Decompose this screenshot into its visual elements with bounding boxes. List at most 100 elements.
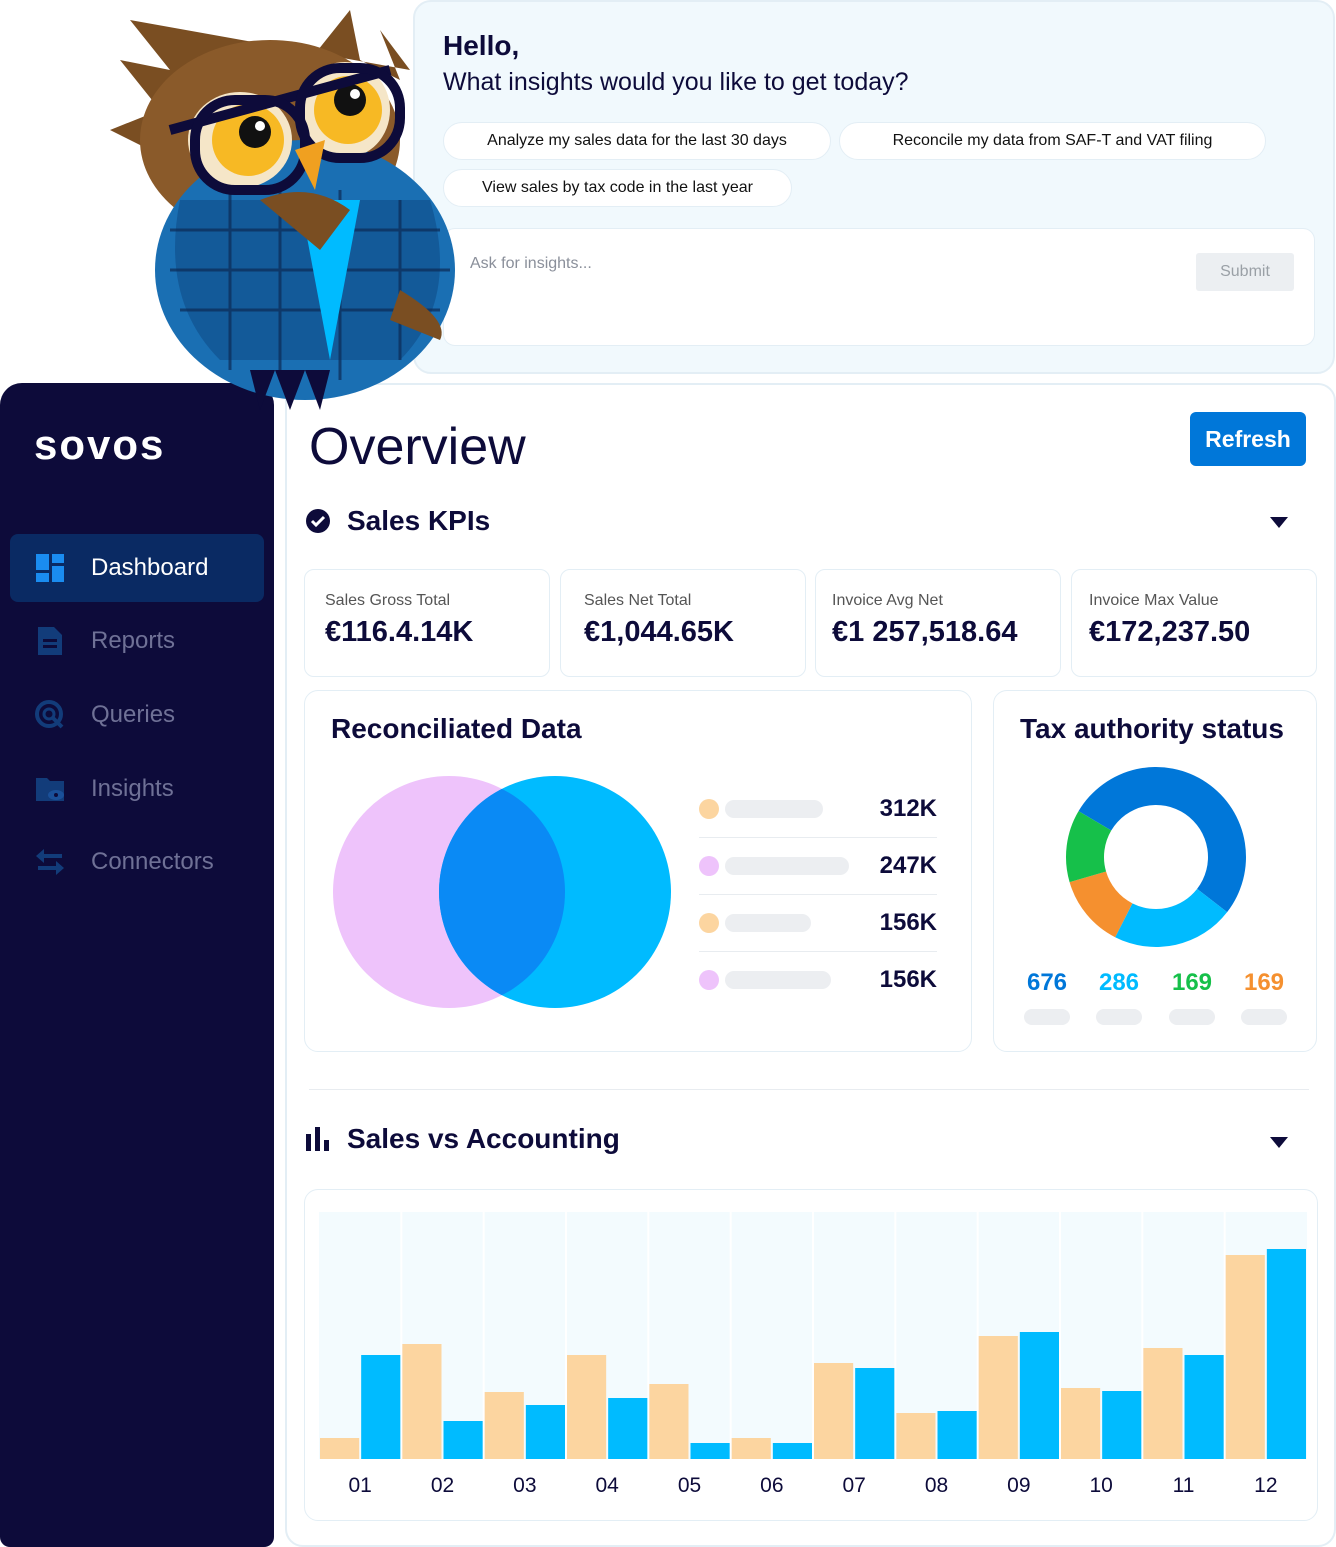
- bar-sales: [402, 1344, 442, 1459]
- kpi-value: €116.4.14K: [325, 616, 474, 648]
- insights-chat-panel: Hello, What insights would you like to g…: [413, 0, 1335, 374]
- check-circle-icon: [306, 509, 330, 533]
- tax-authority-status-card: Tax authority status 676 286 169 169: [993, 690, 1317, 1052]
- card-title: Reconciliated Data: [331, 713, 582, 744]
- bar-accounting: [608, 1398, 648, 1459]
- x-tick-label: 03: [513, 1474, 536, 1497]
- sidebar: sovos Dashboard Reports Queries Insights…: [0, 383, 274, 1547]
- status-count: 169: [1243, 969, 1285, 996]
- kpi-value: €172,237.50: [1089, 616, 1251, 648]
- status-label-placeholder: [1169, 1009, 1215, 1025]
- legend-item: 156K: [699, 894, 937, 951]
- page-title: Overview: [309, 418, 526, 476]
- x-tick-label: 08: [925, 1474, 948, 1497]
- legend-item: 247K: [699, 837, 937, 894]
- donut-slice: [1066, 811, 1112, 883]
- donut-slice: [1069, 871, 1133, 938]
- sidebar-item-queries[interactable]: Queries: [10, 681, 264, 749]
- kpi-label: Invoice Max Value: [1089, 592, 1219, 609]
- legend-dot: [699, 912, 719, 933]
- sidebar-item-insights[interactable]: Insights: [10, 755, 264, 823]
- legend-bar: [725, 856, 849, 875]
- status-label-placeholder: [1096, 1009, 1142, 1025]
- sidebar-item-label: Connectors: [91, 848, 214, 875]
- sidebar-item-label: Reports: [91, 627, 176, 654]
- kpi-label: Sales Gross Total: [325, 592, 451, 609]
- sovos-logo: sovos: [34, 421, 166, 468]
- venn-diagram: [333, 776, 671, 1008]
- bar-sales: [1143, 1348, 1183, 1459]
- bar-accounting: [690, 1443, 730, 1459]
- section-title: Sales vs Accounting: [347, 1123, 620, 1154]
- donut-slice: [1078, 767, 1246, 913]
- bar-sales: [649, 1384, 689, 1459]
- bar-accounting: [1019, 1332, 1059, 1459]
- sidebar-item-connectors[interactable]: Connectors: [10, 828, 264, 896]
- sidebar-item-label: Queries: [91, 701, 176, 728]
- x-tick-label: 12: [1254, 1474, 1277, 1497]
- suggestion-chip[interactable]: Analyze my sales data for the last 30 da…: [443, 122, 831, 160]
- bar-sales: [1061, 1388, 1101, 1459]
- bar-sales: [1225, 1255, 1265, 1459]
- main-panel: Overview Refresh Sales KPIs Sales Gross …: [285, 383, 1336, 1547]
- suggestion-chip[interactable]: Reconcile my data from SAF-T and VAT fil…: [839, 122, 1266, 160]
- x-tick-label: 11: [1173, 1474, 1195, 1497]
- sidebar-item-dashboard[interactable]: Dashboard: [10, 534, 264, 602]
- legend-bar: [725, 970, 831, 989]
- bar-sales: [484, 1392, 524, 1459]
- card-title: Tax authority status: [1020, 713, 1284, 744]
- bar-accounting: [443, 1421, 483, 1459]
- sales-vs-accounting-chart-card: 01 02 03 04 05 06 07 08 09 10 11 12: [304, 1189, 1318, 1521]
- bar-accounting: [1184, 1355, 1224, 1459]
- ask-input[interactable]: [470, 255, 1170, 273]
- bar-accounting: [855, 1368, 895, 1459]
- sidebar-item-reports[interactable]: Reports: [10, 607, 264, 675]
- legend-item: 312K: [699, 780, 937, 837]
- divider: [699, 951, 937, 952]
- sales-vs-accounting-header[interactable]: Sales vs Accounting: [305, 1123, 620, 1155]
- bar-chart: 01 02 03 04 05 06 07 08 09 10 11 12: [319, 1212, 1307, 1497]
- legend-dot: [699, 969, 719, 990]
- bar-accounting: [1102, 1391, 1142, 1459]
- bar-sales: [814, 1363, 854, 1459]
- refresh-button[interactable]: Refresh: [1190, 412, 1306, 466]
- kpi-card: Sales Net Total €1,044.65K: [560, 569, 806, 677]
- divider: [699, 837, 937, 838]
- x-tick-label: 07: [842, 1474, 865, 1497]
- sales-kpis-header[interactable]: Sales KPIs: [305, 505, 490, 537]
- ask-box: Submit: [443, 228, 1315, 346]
- status-label-placeholder: [1024, 1009, 1070, 1025]
- kpi-label: Invoice Avg Net: [832, 592, 943, 609]
- legend-item: 156K: [699, 951, 937, 1008]
- kpi-card: Sales Gross Total €116.4.14K: [304, 569, 550, 677]
- legend-value: 156K: [879, 908, 937, 936]
- legend-value: 247K: [879, 851, 937, 879]
- owl-mascot-illustration: [110, 10, 455, 410]
- document-icon: [38, 627, 62, 655]
- submit-button[interactable]: Submit: [1196, 253, 1294, 291]
- donut-slice: [1115, 888, 1228, 947]
- legend-dot: [699, 798, 719, 819]
- bar-sales: [320, 1438, 360, 1459]
- x-tick-label: 06: [760, 1474, 783, 1497]
- legend-bar: [725, 799, 823, 818]
- status-count: 169: [1171, 969, 1213, 996]
- suggestion-chip[interactable]: View sales by tax code in the last year: [443, 169, 792, 207]
- kpi-value: €1 257,518.64: [832, 616, 1018, 648]
- bar-chart-icon: [306, 1127, 329, 1151]
- bar-accounting: [1266, 1249, 1306, 1459]
- legend-dot: [699, 855, 719, 876]
- x-tick-label: 04: [595, 1474, 619, 1497]
- x-tick-label: 09: [1007, 1474, 1030, 1497]
- kpi-label: Sales Net Total: [584, 592, 692, 609]
- chevron-down-icon[interactable]: [1270, 517, 1288, 528]
- greeting: Hello,: [443, 30, 520, 61]
- sidebar-item-label: Insights: [91, 775, 174, 802]
- legend-value: 312K: [879, 794, 937, 822]
- x-tick-label: 02: [431, 1474, 454, 1497]
- bar-sales: [567, 1355, 607, 1459]
- legend-value: 156K: [879, 965, 937, 993]
- donut-chart: [1066, 767, 1246, 947]
- bar-accounting: [937, 1411, 977, 1459]
- chevron-down-icon[interactable]: [1270, 1137, 1288, 1148]
